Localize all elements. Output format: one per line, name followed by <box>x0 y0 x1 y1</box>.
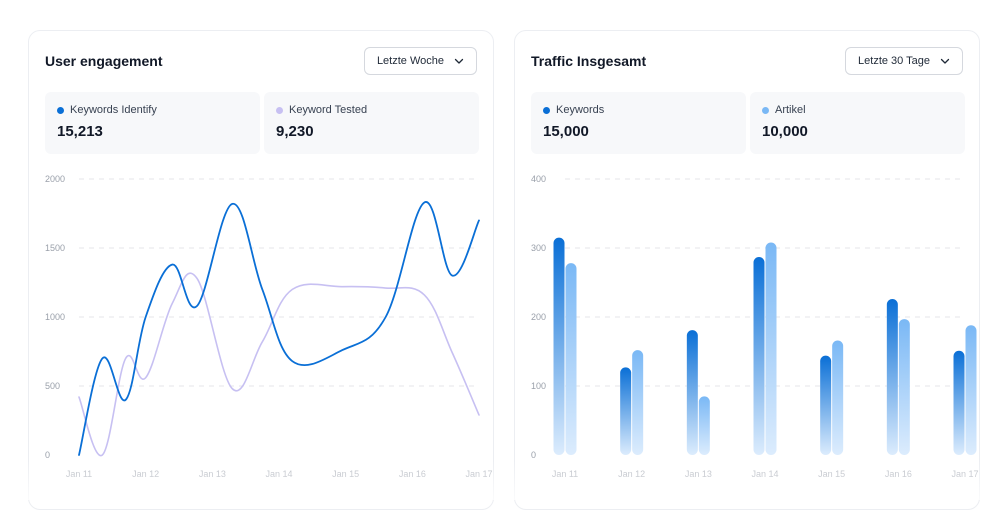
stat-keywords-identify: Keywords Identify 15,213 <box>45 92 260 154</box>
series-line-keyword-tested <box>78 272 480 456</box>
stat-value: 15,000 <box>543 123 589 140</box>
bar-keywords <box>820 355 832 455</box>
stats-row: Keywords Identify 15,213 Keyword Tested … <box>45 92 479 154</box>
y-tick-label: 400 <box>531 174 546 184</box>
x-tick-label: Jan 14 <box>751 469 778 479</box>
card-title: Traffic Insgesamt <box>531 53 647 69</box>
y-tick-label: 200 <box>531 312 546 322</box>
stat-label: Keywords <box>556 104 605 116</box>
series-line-keywords-identify <box>78 201 480 456</box>
legend-dot <box>762 106 769 114</box>
chevron-down-icon <box>940 58 950 64</box>
stat-keywords: Keywords 15,000 <box>531 92 746 154</box>
card-title: User engagement <box>45 53 163 69</box>
bar-keywords <box>553 237 565 455</box>
dropdown-label: Letzte Woche <box>376 55 444 67</box>
x-tick-label: Jan 15 <box>818 469 845 479</box>
y-tick-label: 0 <box>45 450 50 460</box>
x-tick-label: Jan 17 <box>951 469 978 479</box>
line-chart: 0 500 1000 1500 2000 Jan 11 Jan 12 Jan 13 Jan 14… <box>45 174 493 479</box>
stat-label: Keywords Identify <box>70 104 157 116</box>
bar-keywords <box>620 367 632 455</box>
x-tick-label: Jan 13 <box>199 469 226 479</box>
x-tick-label: Jan 16 <box>885 469 912 479</box>
bar-artikel <box>765 242 777 455</box>
legend-dot <box>57 106 64 114</box>
x-tick-label: Jan 13 <box>685 469 712 479</box>
y-tick-label: 0 <box>531 450 536 460</box>
bar-keywords <box>753 256 765 455</box>
bar-keywords <box>953 350 965 455</box>
y-tick-label: 300 <box>531 243 546 253</box>
traffic-card: Traffic Insgesamt Letzte 30 Tage Keyword… <box>514 30 980 510</box>
stat-value: 10,000 <box>762 123 808 140</box>
stat-keyword-tested: Keyword Tested 9,230 <box>264 92 479 154</box>
x-tick-label: Jan 11 <box>552 469 578 479</box>
bar-artikel <box>632 350 644 455</box>
x-tick-label: Jan 11 <box>66 469 92 479</box>
legend-dot <box>543 106 550 114</box>
user-engagement-card: User engagement Letzte Woche Keywords Id… <box>28 30 494 510</box>
x-tick-label: Jan 14 <box>265 469 292 479</box>
bar-artikel <box>832 340 844 455</box>
stat-artikel: Artikel 10,000 <box>750 92 965 154</box>
legend-dot <box>276 106 283 114</box>
stats-row: Keywords 15,000 Artikel 10,000 <box>531 92 965 154</box>
y-tick-label: 1000 <box>45 312 65 322</box>
bar-artikel <box>898 319 910 455</box>
stat-value: 15,213 <box>57 123 103 140</box>
bar-artikel <box>698 396 710 455</box>
bar-artikel <box>965 325 977 455</box>
x-tick-label: Jan 15 <box>332 469 359 479</box>
x-tick-label: Jan 12 <box>618 469 645 479</box>
stat-label: Artikel <box>775 104 806 116</box>
y-tick-label: 2000 <box>45 174 65 184</box>
bar-keywords <box>686 330 698 455</box>
y-tick-label: 100 <box>531 381 546 391</box>
y-tick-label: 1500 <box>45 243 65 253</box>
chevron-down-icon <box>454 58 464 64</box>
bar-keywords <box>886 299 898 455</box>
period-dropdown[interactable]: Letzte Woche <box>363 47 477 75</box>
bar-chart: 0 100 200 300 400 Jan 11 Jan 12 Jan 13 Jan 14 Jan… <box>531 174 979 479</box>
stat-value: 9,230 <box>276 123 314 140</box>
x-tick-label: Jan 12 <box>132 469 159 479</box>
bar-artikel <box>565 263 577 455</box>
stat-label: Keyword Tested <box>289 104 368 116</box>
dropdown-label: Letzte 30 Tage <box>858 55 930 67</box>
x-tick-label: Jan 17 <box>465 469 492 479</box>
y-tick-label: 500 <box>45 381 60 391</box>
x-tick-label: Jan 16 <box>399 469 426 479</box>
period-dropdown[interactable]: Letzte 30 Tage <box>845 47 963 75</box>
